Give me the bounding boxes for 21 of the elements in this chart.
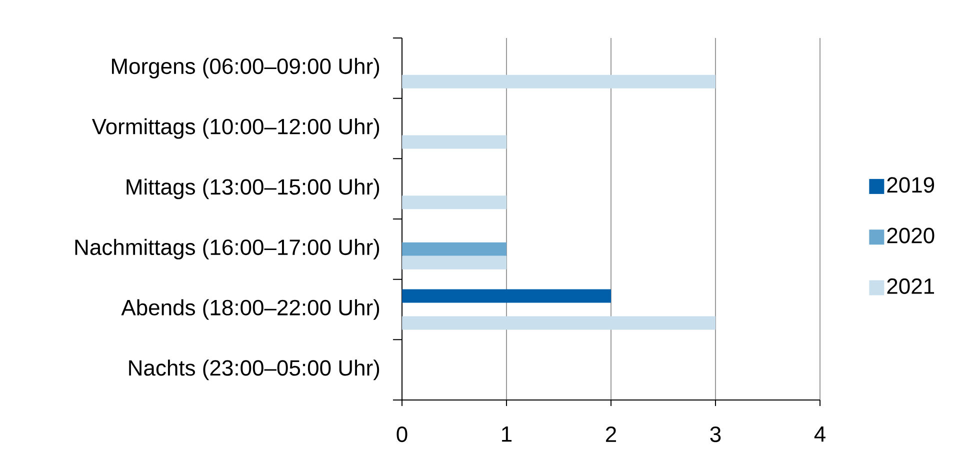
y-tick-label: Mittags (13:00–15:00 Uhr) bbox=[126, 178, 380, 200]
x-tick-label: 1 bbox=[502, 426, 512, 442]
legend-label: 2019 bbox=[887, 177, 934, 193]
x-tick-label: 3 bbox=[710, 426, 721, 442]
x-tick-label: 4 bbox=[814, 426, 826, 442]
bar bbox=[402, 316, 716, 330]
y-tick-label: Nachmittags (16:00–17:00 Uhr) bbox=[75, 238, 380, 260]
bar bbox=[402, 196, 506, 210]
y-tick-label: Abends (18:00–22:00 Uhr) bbox=[121, 299, 380, 320]
x-tick-label: 0 bbox=[396, 426, 408, 442]
bar bbox=[402, 242, 506, 256]
bar bbox=[402, 256, 506, 270]
bar bbox=[402, 289, 611, 303]
bar bbox=[402, 74, 716, 88]
bar bbox=[402, 135, 506, 149]
y-tick-label: Morgens (06:00–09:00 Uhr) bbox=[112, 58, 380, 78]
x-tick-label: 2 bbox=[606, 426, 616, 442]
y-tick-label: Vormittags (10:00–12:00 Uhr) bbox=[92, 118, 380, 139]
y-tick-label: Nachts (23:00–05:00 Uhr) bbox=[129, 360, 380, 380]
legend-label: 2020 bbox=[887, 228, 934, 244]
legend-label: 2021 bbox=[887, 278, 934, 294]
